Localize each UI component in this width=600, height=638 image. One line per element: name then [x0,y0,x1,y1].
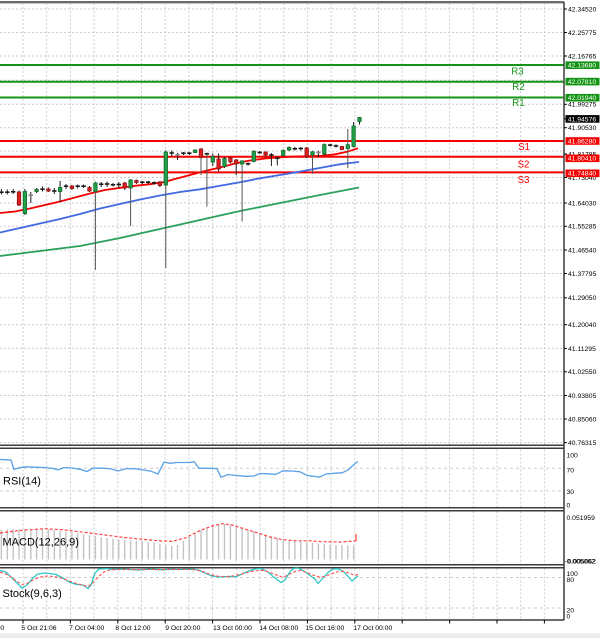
svg-text:S1: S1 [518,142,530,153]
svg-text:S2: S2 [518,160,530,171]
svg-text:42.25775: 42.25775 [568,30,597,37]
svg-text:8 Oct 12:00: 8 Oct 12:00 [115,625,150,632]
svg-text:70: 70 [567,467,575,474]
svg-text:15 Oct 16:00: 15 Oct 16:00 [305,625,344,632]
svg-text:41.74840: 41.74840 [568,171,597,178]
svg-text:20: 20 [567,607,575,614]
svg-text:R3: R3 [511,67,523,78]
svg-text:S3: S3 [518,175,530,186]
svg-text:40.93805: 40.93805 [568,393,597,400]
svg-text:Stock(9,6,3): Stock(9,6,3) [3,588,62,600]
svg-text:14 Oct 08:00: 14 Oct 08:00 [259,625,298,632]
svg-text:7 Oct 04:00: 7 Oct 04:00 [69,625,104,632]
svg-text:41.55285: 41.55285 [568,224,597,231]
svg-text:0: 0 [567,613,571,620]
svg-text:41.86280: 41.86280 [568,138,597,145]
svg-text:42.34520: 42.34520 [568,6,597,13]
svg-text:41.99275: 41.99275 [568,102,597,109]
svg-text:13 Oct 00:00: 13 Oct 00:00 [213,625,252,632]
svg-text:R1: R1 [512,98,524,109]
svg-text:41.90530: 41.90530 [568,125,597,132]
svg-text:-0.005062: -0.005062 [565,559,596,566]
svg-text:41.02550: 41.02550 [568,369,597,376]
svg-text:41.64030: 41.64030 [568,200,597,207]
svg-text:41.73040: 41.73040 [568,175,597,182]
svg-text:41.20040: 41.20040 [568,322,597,329]
svg-text:41.37795: 41.37795 [568,271,597,278]
svg-text:42.01940: 42.01940 [568,95,597,102]
svg-text:30: 30 [567,489,575,496]
svg-text:RSI(14): RSI(14) [3,476,41,488]
svg-text:4 Oct 13:00: 4 Oct 13:00 [0,625,4,632]
svg-text:0.005062: 0.005062 [568,559,597,566]
svg-text:41.46540: 41.46540 [568,247,597,254]
svg-text:0: 0 [567,502,571,509]
svg-text:42.16765: 42.16765 [568,53,597,60]
svg-text:5 Oct 21:06: 5 Oct 21:06 [21,625,56,632]
svg-text:R2: R2 [512,82,524,93]
svg-text:100: 100 [567,571,579,578]
svg-text:41.11295: 41.11295 [568,346,596,353]
svg-text:41.94576: 41.94576 [568,116,597,123]
svg-text:9 Oct 20:00: 9 Oct 20:00 [165,625,200,632]
svg-text:100: 100 [567,452,579,459]
svg-text:80: 80 [567,577,575,584]
svg-text:40.85060: 40.85060 [568,416,597,423]
svg-text:MACD(12,26,9): MACD(12,26,9) [3,536,79,548]
svg-text:0.051959: 0.051959 [567,515,596,522]
svg-text:17 Oct 00:00: 17 Oct 00:00 [353,625,392,632]
svg-text:42.07810: 42.07810 [568,79,597,86]
svg-text:40.76315: 40.76315 [568,440,597,447]
svg-text:41.29050: 41.29050 [568,295,597,302]
svg-text:42.13680: 42.13680 [568,63,597,70]
svg-text:41.80410: 41.80410 [568,156,597,163]
